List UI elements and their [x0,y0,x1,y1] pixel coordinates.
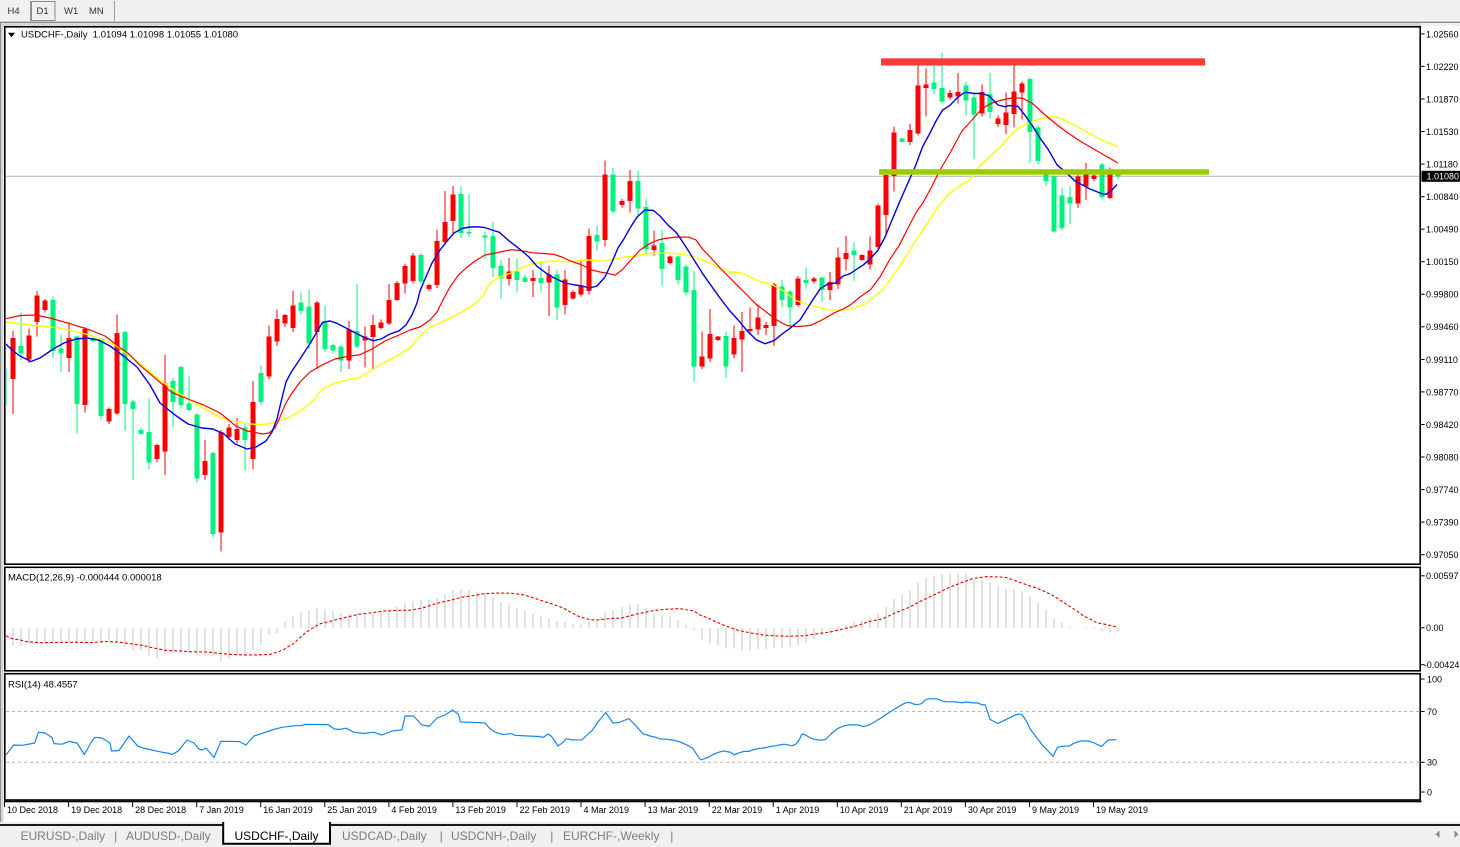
svg-text:|: | [550,829,553,843]
svg-text:1 Apr 2019: 1 Apr 2019 [776,805,820,815]
svg-text:USDCHF-,Daily: USDCHF-,Daily [235,829,319,843]
svg-text:1.00840: 1.00840 [1426,192,1459,202]
svg-text:MN: MN [89,6,104,17]
svg-text:30 Apr 2019: 30 Apr 2019 [968,805,1017,815]
svg-text:70: 70 [1427,707,1437,717]
svg-text:0.99460: 0.99460 [1426,322,1459,332]
svg-text:|: | [440,829,443,843]
svg-text:EURUSD-,Daily: EURUSD-,Daily [21,829,106,843]
svg-text:1.00490: 1.00490 [1426,225,1459,235]
svg-text:4 Feb 2019: 4 Feb 2019 [391,805,437,815]
svg-text:EURCHF-,Weekly: EURCHF-,Weekly [563,829,659,843]
svg-text:30: 30 [1427,758,1437,768]
svg-text:0.98770: 0.98770 [1426,387,1459,397]
svg-text:USDCHF-,Daily 1.01094 1.01098: USDCHF-,Daily 1.01094 1.01098 1.01055 1.… [21,30,238,41]
svg-text:1.01180: 1.01180 [1426,160,1458,170]
svg-text:USDCNH-,Daily: USDCNH-,Daily [451,829,536,843]
svg-text:|: | [670,829,673,843]
svg-text:1.02560: 1.02560 [1426,29,1459,39]
svg-text:D1: D1 [37,6,49,17]
svg-text:0.97050: 0.97050 [1426,550,1459,560]
svg-text:13 Mar 2019: 13 Mar 2019 [648,805,699,815]
svg-text:MACD(12,26,9) -0.000444 0.0000: MACD(12,26,9) -0.000444 0.000018 [8,573,162,584]
svg-text:13 Feb 2019: 13 Feb 2019 [455,805,506,815]
svg-text:1.01530: 1.01530 [1426,127,1459,137]
svg-text:W1: W1 [64,6,78,17]
svg-text:1.01870: 1.01870 [1426,94,1459,104]
svg-text:10 Dec 2018: 10 Dec 2018 [7,805,58,815]
svg-text:USDCAD-,Daily: USDCAD-,Daily [342,829,427,843]
svg-text:1.00150: 1.00150 [1426,257,1459,267]
svg-text:RSI(14) 48.4557: RSI(14) 48.4557 [8,680,78,691]
svg-text:22 Feb 2019: 22 Feb 2019 [520,805,571,815]
svg-text:19 May 2019: 19 May 2019 [1096,805,1148,815]
svg-text:|: | [114,829,117,843]
svg-text:AUDUSD-,Daily: AUDUSD-,Daily [126,829,211,843]
svg-text:0.99800: 0.99800 [1426,290,1459,300]
svg-text:1.01080: 1.01080 [1427,172,1460,182]
svg-text:22 Mar 2019: 22 Mar 2019 [712,805,763,815]
svg-text:10 Apr 2019: 10 Apr 2019 [840,805,889,815]
svg-text:28 Dec 2018: 28 Dec 2018 [135,805,186,815]
svg-text:0.98420: 0.98420 [1426,420,1459,430]
svg-text:0.00: 0.00 [1426,623,1444,633]
svg-text:19 Dec 2018: 19 Dec 2018 [71,805,122,815]
svg-text:4 Mar 2019: 4 Mar 2019 [584,805,630,815]
svg-text:0: 0 [1427,787,1432,797]
svg-text:7 Jan 2019: 7 Jan 2019 [199,805,244,815]
svg-text:25 Jan 2019: 25 Jan 2019 [327,805,377,815]
svg-text:21 Apr 2019: 21 Apr 2019 [904,805,953,815]
svg-text:H4: H4 [8,6,20,17]
svg-text:1.02220: 1.02220 [1426,62,1459,72]
svg-text:16 Jan 2019: 16 Jan 2019 [263,805,313,815]
svg-text:0.97390: 0.97390 [1426,518,1459,528]
svg-text:0.97740: 0.97740 [1426,485,1459,495]
svg-text:9 May 2019: 9 May 2019 [1032,805,1079,815]
svg-text:100: 100 [1427,674,1442,684]
svg-text:0.98080: 0.98080 [1426,452,1459,462]
svg-text:0.99110: 0.99110 [1426,355,1458,365]
svg-text:-0.00424: -0.00424 [1424,660,1460,670]
svg-text:0.00597: 0.00597 [1426,571,1459,581]
